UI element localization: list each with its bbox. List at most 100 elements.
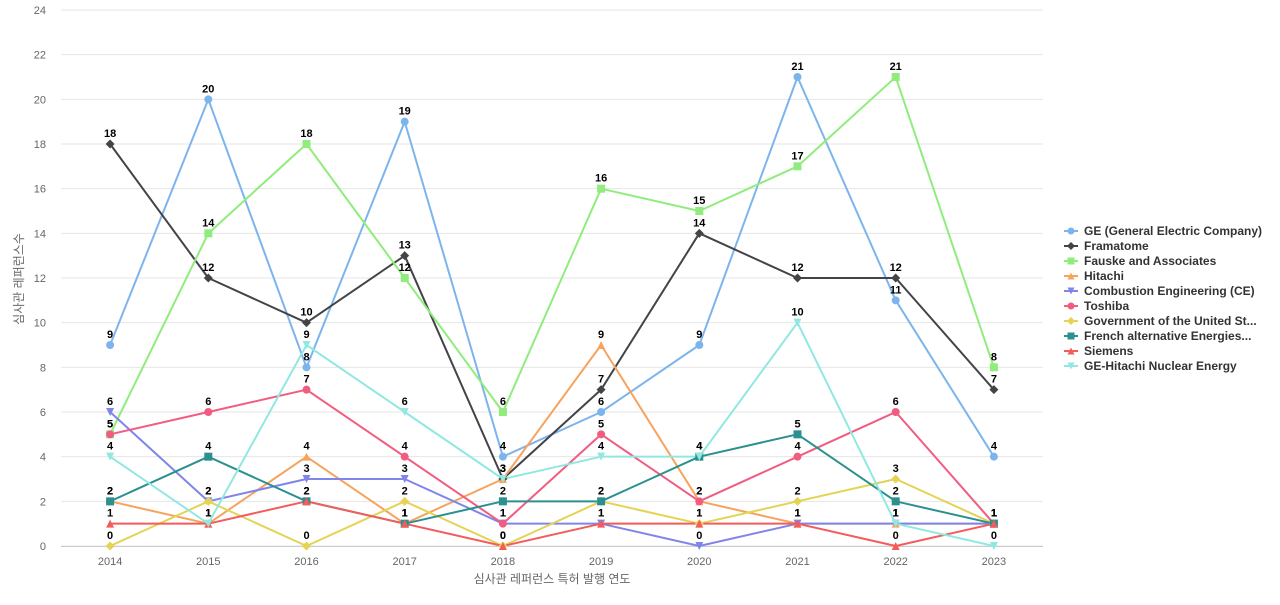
data-point — [302, 385, 311, 394]
legend-item[interactable]: GE (General Electric Company) — [1064, 224, 1262, 238]
data-point — [793, 452, 802, 461]
data-point — [695, 519, 704, 528]
series-line — [110, 500, 995, 547]
data-label: 9 — [696, 329, 702, 341]
legend-marker — [1067, 287, 1075, 295]
data-point — [106, 430, 115, 439]
data-label: 0 — [500, 530, 506, 542]
data-point — [989, 542, 998, 550]
data-label: 11 — [890, 284, 902, 296]
data-point — [400, 452, 409, 461]
data-label: 1 — [402, 508, 408, 520]
data-label: 0 — [107, 530, 113, 542]
data-point — [204, 452, 213, 461]
data-point — [891, 519, 900, 528]
y-tick-label: 20 — [34, 94, 46, 106]
data-point — [204, 408, 213, 416]
data-point — [400, 475, 409, 483]
y-tick-label: 8 — [40, 362, 46, 374]
x-tick-label: 2018 — [491, 556, 515, 568]
legend-label: Framatome — [1084, 239, 1149, 253]
x-tick-label: 2017 — [392, 556, 416, 568]
data-point — [302, 363, 311, 372]
data-label: 3 — [303, 463, 309, 475]
data-label: 2 — [598, 485, 604, 497]
y-tick-label: 0 — [40, 541, 46, 553]
data-point — [498, 542, 507, 550]
data-label: 1 — [991, 508, 997, 520]
legend-label: GE (General Electric Company) — [1084, 224, 1262, 238]
data-label: 1 — [598, 508, 604, 520]
data-point — [302, 452, 311, 461]
data-point — [989, 452, 998, 461]
data-point — [106, 519, 115, 528]
legend-item[interactable]: Government of the United St... — [1064, 314, 1257, 328]
data-label: 12 — [791, 262, 803, 274]
data-point — [695, 542, 704, 550]
data-point — [105, 139, 115, 149]
data-label: 9 — [107, 329, 113, 341]
data-point — [204, 519, 213, 528]
data-label: 4 — [303, 441, 310, 453]
data-point — [793, 496, 802, 506]
legend-item[interactable]: Fauske and Associates — [1064, 254, 1217, 268]
data-label: 2 — [402, 485, 408, 497]
data-label: 7 — [303, 374, 309, 386]
data-label: 18 — [104, 128, 116, 140]
data-point — [793, 519, 802, 528]
data-point — [302, 475, 311, 483]
data-label: 21 — [791, 61, 803, 73]
series-lines — [109, 76, 995, 547]
data-label: 1 — [893, 508, 899, 520]
x-tick-label: 2014 — [98, 556, 122, 568]
x-tick-label: 2023 — [982, 556, 1006, 568]
data-point — [695, 497, 704, 506]
data-point — [302, 541, 311, 551]
legend-label: Government of the United St... — [1084, 314, 1257, 328]
data-label: 1 — [893, 508, 899, 520]
legend-item[interactable]: Framatome — [1064, 239, 1149, 253]
data-label: 1 — [696, 508, 702, 520]
data-point — [891, 408, 900, 416]
x-axis: 2014 2015 2016 2017 2018 2019 2020 2021 2022 2023 — [61, 546, 1043, 568]
data-label: 8 — [991, 351, 997, 363]
data-point — [695, 452, 704, 461]
data-label: 0 — [696, 530, 702, 542]
legend-item[interactable]: French alternative Energies... — [1064, 329, 1251, 343]
legend-label: Combustion Engineering (CE) — [1084, 284, 1255, 298]
data-label: 2 — [696, 485, 702, 497]
data-label: 1 — [794, 508, 800, 520]
legend-item[interactable]: Toshiba — [1064, 299, 1129, 313]
data-point — [793, 273, 802, 283]
data-label: 4 — [500, 441, 507, 453]
legend-label: Hitachi — [1084, 269, 1124, 283]
legend-item[interactable]: Siemens — [1064, 344, 1134, 358]
data-point — [891, 296, 900, 305]
data-label: 0 — [991, 530, 997, 542]
data-point — [204, 95, 213, 104]
data-point — [989, 363, 998, 372]
data-point — [106, 497, 115, 506]
legend-item[interactable]: GE-Hitachi Nuclear Energy — [1064, 359, 1237, 373]
legend-label: French alternative Energies... — [1084, 329, 1251, 343]
y-tick-label: 12 — [34, 273, 46, 285]
legend-item[interactable]: Combustion Engineering (CE) — [1064, 284, 1255, 298]
data-label: 12 — [890, 262, 902, 274]
grid-lines — [61, 9, 1043, 547]
data-point — [891, 73, 900, 81]
legend-marker — [1067, 272, 1075, 280]
data-label: 6 — [402, 396, 408, 408]
series-line — [109, 321, 995, 547]
y-tick-label: 24 — [34, 5, 46, 17]
y-axis-title: 심사관 레퍼런스수 — [12, 233, 26, 325]
data-point — [400, 408, 409, 416]
data-label: 17 — [791, 150, 803, 162]
data-label: 2 — [893, 485, 899, 497]
legend-label: GE-Hitachi Nuclear Energy — [1084, 359, 1237, 373]
data-label: 10 — [300, 307, 312, 319]
data-label: 1 — [991, 508, 997, 520]
legend-item[interactable]: Hitachi — [1064, 269, 1124, 283]
data-label: 3 — [500, 463, 506, 475]
data-label: 10 — [791, 307, 803, 319]
